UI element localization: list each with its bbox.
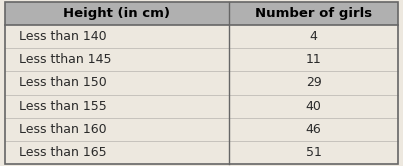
Text: Less tthan 145: Less tthan 145 — [19, 53, 112, 67]
Text: Less than 140: Less than 140 — [19, 31, 106, 43]
Text: 4: 4 — [310, 31, 318, 43]
Text: Height (in cm): Height (in cm) — [63, 7, 170, 20]
Bar — [229, 140, 398, 164]
Bar — [5, 26, 229, 48]
Text: Less than 150: Less than 150 — [19, 77, 107, 89]
Bar — [5, 2, 398, 26]
Bar — [5, 72, 229, 94]
Bar — [229, 48, 398, 72]
Bar — [5, 140, 229, 164]
Bar — [229, 118, 398, 140]
Text: 29: 29 — [306, 77, 322, 89]
Text: Less than 160: Less than 160 — [19, 123, 106, 135]
Bar — [229, 72, 398, 94]
Text: 51: 51 — [305, 146, 322, 159]
Text: Less than 165: Less than 165 — [19, 146, 106, 159]
Bar — [5, 48, 229, 72]
Bar — [5, 118, 229, 140]
Text: Number of girls: Number of girls — [255, 7, 372, 20]
Text: 40: 40 — [305, 99, 322, 113]
Bar — [229, 26, 398, 48]
Text: 46: 46 — [306, 123, 322, 135]
Text: 11: 11 — [306, 53, 322, 67]
Bar — [5, 94, 229, 118]
Text: Less than 155: Less than 155 — [19, 99, 107, 113]
Bar — [229, 94, 398, 118]
